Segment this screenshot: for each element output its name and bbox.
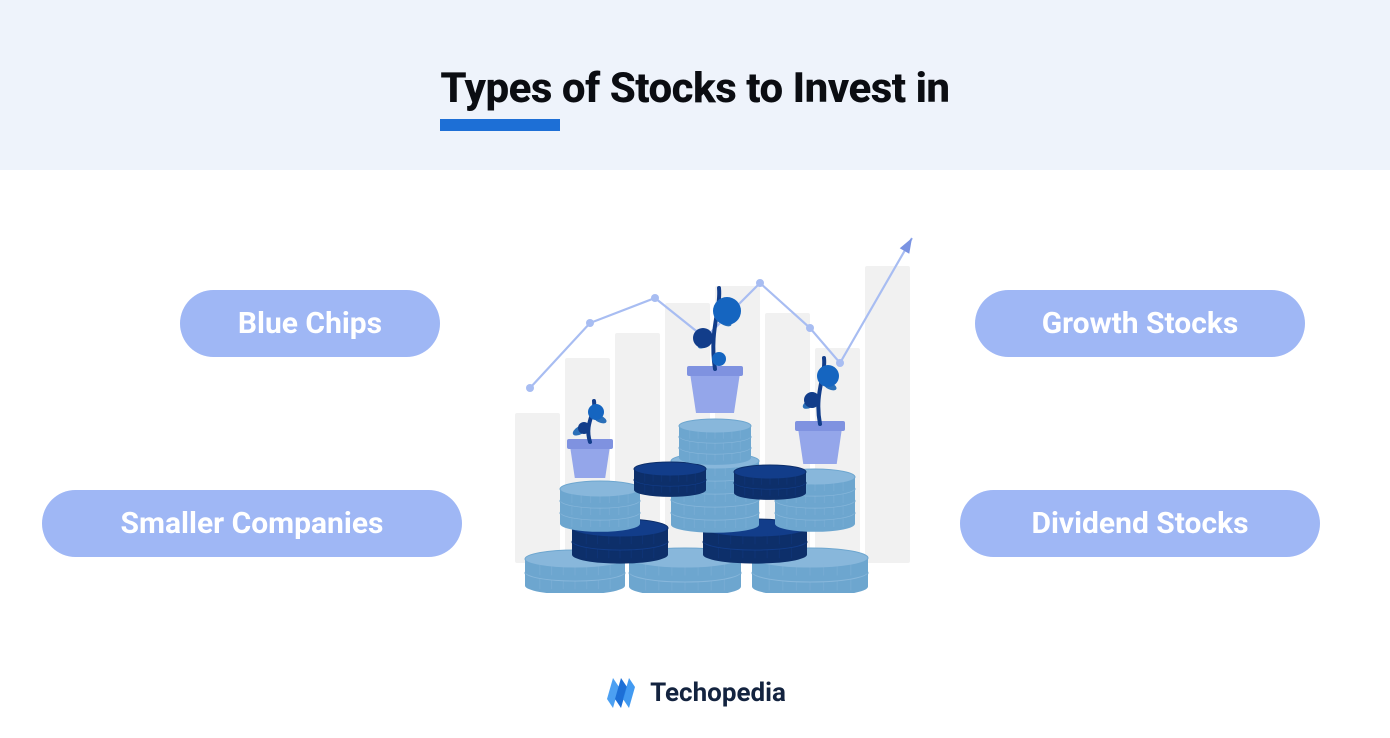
pill-blue-chips: Blue Chips (180, 290, 440, 357)
brand-name: Techopedia (650, 678, 786, 708)
pill-dividend-stocks: Dividend Stocks (960, 490, 1320, 557)
title-underline-accent (440, 119, 560, 131)
pill-smaller-companies: Smaller Companies (42, 490, 462, 557)
header-strip: Types of Stocks to Invest in (0, 0, 1390, 170)
footer-brand: Techopedia (0, 676, 1390, 710)
pill-growth-stocks: Growth Stocks (975, 290, 1305, 357)
infographic-canvas: Types of Stocks to Invest in Blue Chips S… (0, 0, 1390, 738)
page-title: Types of Stocks to Invest in (440, 64, 949, 113)
title-wrap: Types of Stocks to Invest in (440, 58, 949, 113)
brand-logo-icon (604, 676, 638, 710)
central-illustration (510, 228, 930, 593)
